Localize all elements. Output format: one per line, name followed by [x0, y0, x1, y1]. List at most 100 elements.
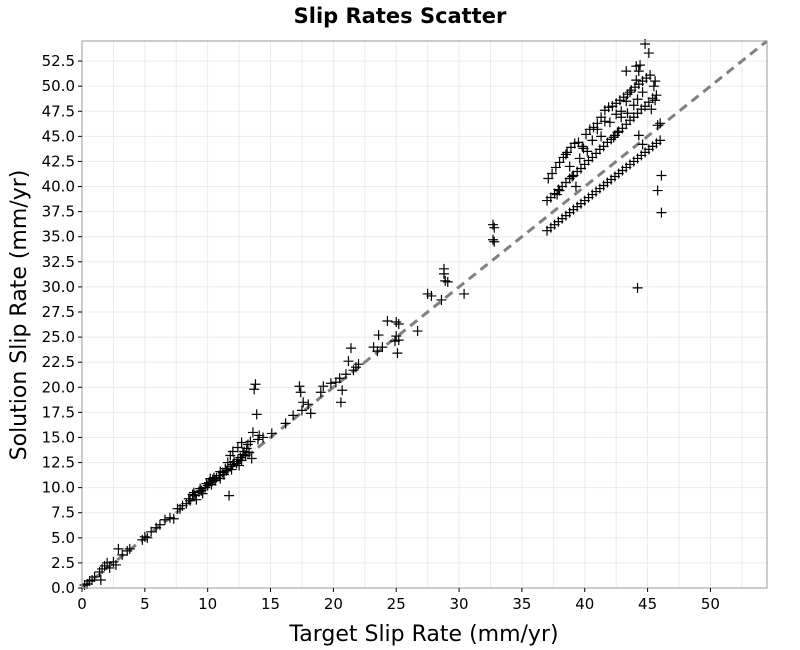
data-point [197, 488, 208, 499]
x-axis-label: Target Slip Rate (mm/yr) [288, 622, 558, 647]
data-point [436, 294, 447, 305]
data-point [252, 434, 263, 445]
data-point [168, 513, 179, 524]
data-point [564, 161, 575, 172]
data-point [645, 70, 656, 81]
data-point [554, 157, 565, 168]
data-point [113, 543, 124, 554]
plot-frame [81, 40, 768, 589]
y-axis-ticks: 0.0 2.5 5.0 7.5 10.0 12.5 15.0 17.5 20.0 22.5 25.0… [42, 52, 82, 597]
data-point [295, 387, 306, 398]
y-tick-label: 0.0 [51, 579, 75, 597]
x-tick-label: 40 [575, 595, 594, 613]
data-point [489, 222, 500, 233]
y-tick-label: 10.0 [42, 479, 75, 497]
y-tick-label: 22.5 [42, 353, 75, 371]
data-point [412, 326, 423, 337]
data-point [377, 342, 388, 353]
data-point [222, 457, 233, 468]
data-point [146, 526, 157, 537]
data-point [440, 275, 451, 286]
data-point [251, 409, 262, 420]
data-point [227, 446, 238, 457]
y-tick-label: 35.0 [42, 228, 75, 246]
data-point [122, 545, 133, 556]
data-point [650, 76, 661, 87]
x-tick-label: 45 [638, 595, 657, 613]
data-point [442, 276, 453, 287]
y-tick-label: 52.5 [42, 52, 75, 70]
data-point [391, 317, 402, 328]
data-point [656, 170, 667, 181]
data-point [142, 532, 153, 543]
y-tick-label: 12.5 [42, 454, 75, 472]
data-point [84, 575, 95, 586]
y-tick-label: 25.0 [42, 328, 75, 346]
data-point [554, 185, 565, 196]
data-point [266, 428, 277, 439]
y-tick-label: 20.0 [42, 378, 75, 396]
data-point [547, 168, 558, 179]
data-points [79, 39, 667, 590]
data-point [393, 319, 404, 330]
x-tick-label: 25 [387, 595, 406, 613]
data-point [247, 427, 258, 438]
data-point [159, 514, 170, 525]
data-point [305, 408, 316, 419]
data-point [201, 478, 212, 489]
data-point [488, 234, 498, 245]
y-tick-label: 45.0 [42, 127, 75, 145]
data-point [570, 181, 581, 192]
data-point [154, 519, 165, 530]
x-tick-label: 35 [512, 595, 531, 613]
data-point [643, 48, 654, 59]
data-point [391, 331, 402, 342]
data-point [234, 460, 245, 471]
x-axis-ticks: 0 5 10 15 20 25 30 35 40 45 50 [77, 588, 720, 613]
data-point [215, 466, 226, 477]
data-point [651, 90, 662, 101]
data-point [280, 418, 291, 429]
y-tick-label: 27.5 [42, 303, 75, 321]
data-point [337, 385, 348, 396]
data-point [596, 131, 607, 142]
y-tick-label: 2.5 [51, 554, 75, 572]
data-point [236, 455, 247, 466]
x-tick-label: 20 [324, 595, 343, 613]
data-point [633, 130, 644, 141]
data-point [581, 129, 592, 140]
data-point [438, 268, 449, 279]
data-point [188, 487, 199, 498]
data-point [245, 436, 256, 447]
data-point [191, 494, 202, 505]
data-point [334, 373, 345, 384]
data-point [318, 381, 329, 392]
data-point [621, 96, 632, 107]
data-point [489, 236, 500, 247]
data-point [315, 387, 326, 398]
y-tick-label: 40.0 [42, 178, 75, 196]
y-tick-label: 5.0 [51, 529, 75, 547]
data-point [562, 147, 573, 158]
data-point [604, 117, 615, 128]
data-point [608, 132, 619, 143]
data-point [325, 378, 336, 389]
data-point [110, 559, 121, 570]
x-tick-label: 5 [140, 595, 150, 613]
data-point [592, 124, 603, 135]
data-point [632, 282, 643, 293]
data-point [655, 135, 666, 146]
data-point [220, 463, 231, 474]
data-point [616, 112, 627, 123]
data-point [345, 343, 356, 354]
data-point [552, 189, 563, 200]
data-point [298, 397, 309, 408]
data-point [205, 473, 216, 484]
y-tick-label: 32.5 [42, 253, 75, 271]
data-point [652, 185, 663, 196]
data-point [633, 66, 644, 77]
data-point [574, 153, 585, 164]
data-point [582, 146, 593, 157]
data-point [611, 109, 622, 120]
